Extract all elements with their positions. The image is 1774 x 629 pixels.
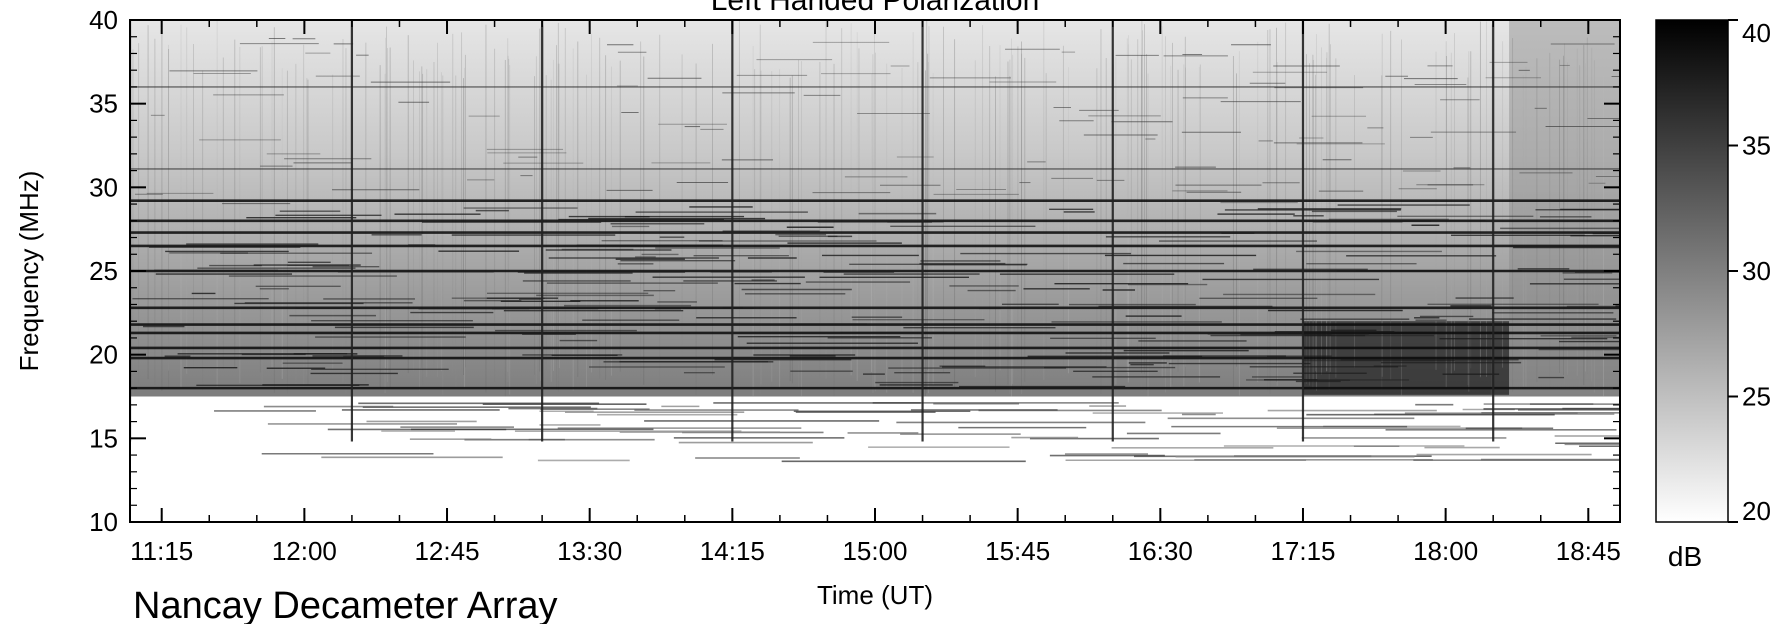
x-tick-label: 17:15 xyxy=(1270,536,1335,566)
y-tick-label: 10 xyxy=(89,507,118,537)
x-tick-label: 11:15 xyxy=(130,536,193,566)
x-axis-label: Time (UT) xyxy=(817,580,933,610)
colorbar-label: dB xyxy=(1668,541,1702,572)
x-tick-label: 14:15 xyxy=(700,536,765,566)
y-tick-label: 30 xyxy=(89,172,118,202)
y-axis-label: Frequency (MHz) xyxy=(14,171,44,372)
x-tick-label: 15:45 xyxy=(985,536,1050,566)
colorbar-tick-label: 40 xyxy=(1742,18,1771,48)
colorbar-tick-label: 25 xyxy=(1742,382,1771,412)
colorbar-tick-label: 35 xyxy=(1742,131,1771,161)
x-tick-label: 12:00 xyxy=(272,536,337,566)
colorbar-tick-label: 20 xyxy=(1742,496,1771,526)
y-tick-label: 35 xyxy=(89,89,118,119)
colorbar-tick-label: 30 xyxy=(1742,256,1771,286)
x-axis: 11:15 12:00 12:45 13:30 14:15 15:00 15:45 16:30… xyxy=(130,20,1621,566)
x-tick-label: 12:45 xyxy=(414,536,479,566)
colorbar-ticks: 20 25 30 35 40 xyxy=(1728,18,1771,526)
spectrogram-area xyxy=(130,20,1620,522)
x-tick-label: 13:30 xyxy=(557,536,622,566)
colorbar xyxy=(1655,19,1729,523)
x-tick-label: 15:00 xyxy=(842,536,907,566)
y-tick-label: 15 xyxy=(89,423,118,453)
chart-title: Left Handed Polarization xyxy=(711,0,1040,17)
x-tick-label: 16:30 xyxy=(1128,536,1193,566)
y-axis: 10 15 20 25 30 35 40 xyxy=(89,5,1620,537)
x-tick-label: 18:00 xyxy=(1413,536,1478,566)
x-tick-label: 18:45 xyxy=(1556,536,1621,566)
y-tick-label: 25 xyxy=(89,256,118,286)
y-tick-label: 20 xyxy=(89,340,118,370)
y-tick-label: 40 xyxy=(89,5,118,35)
footer-label: Nancay Decameter Array xyxy=(133,585,558,624)
